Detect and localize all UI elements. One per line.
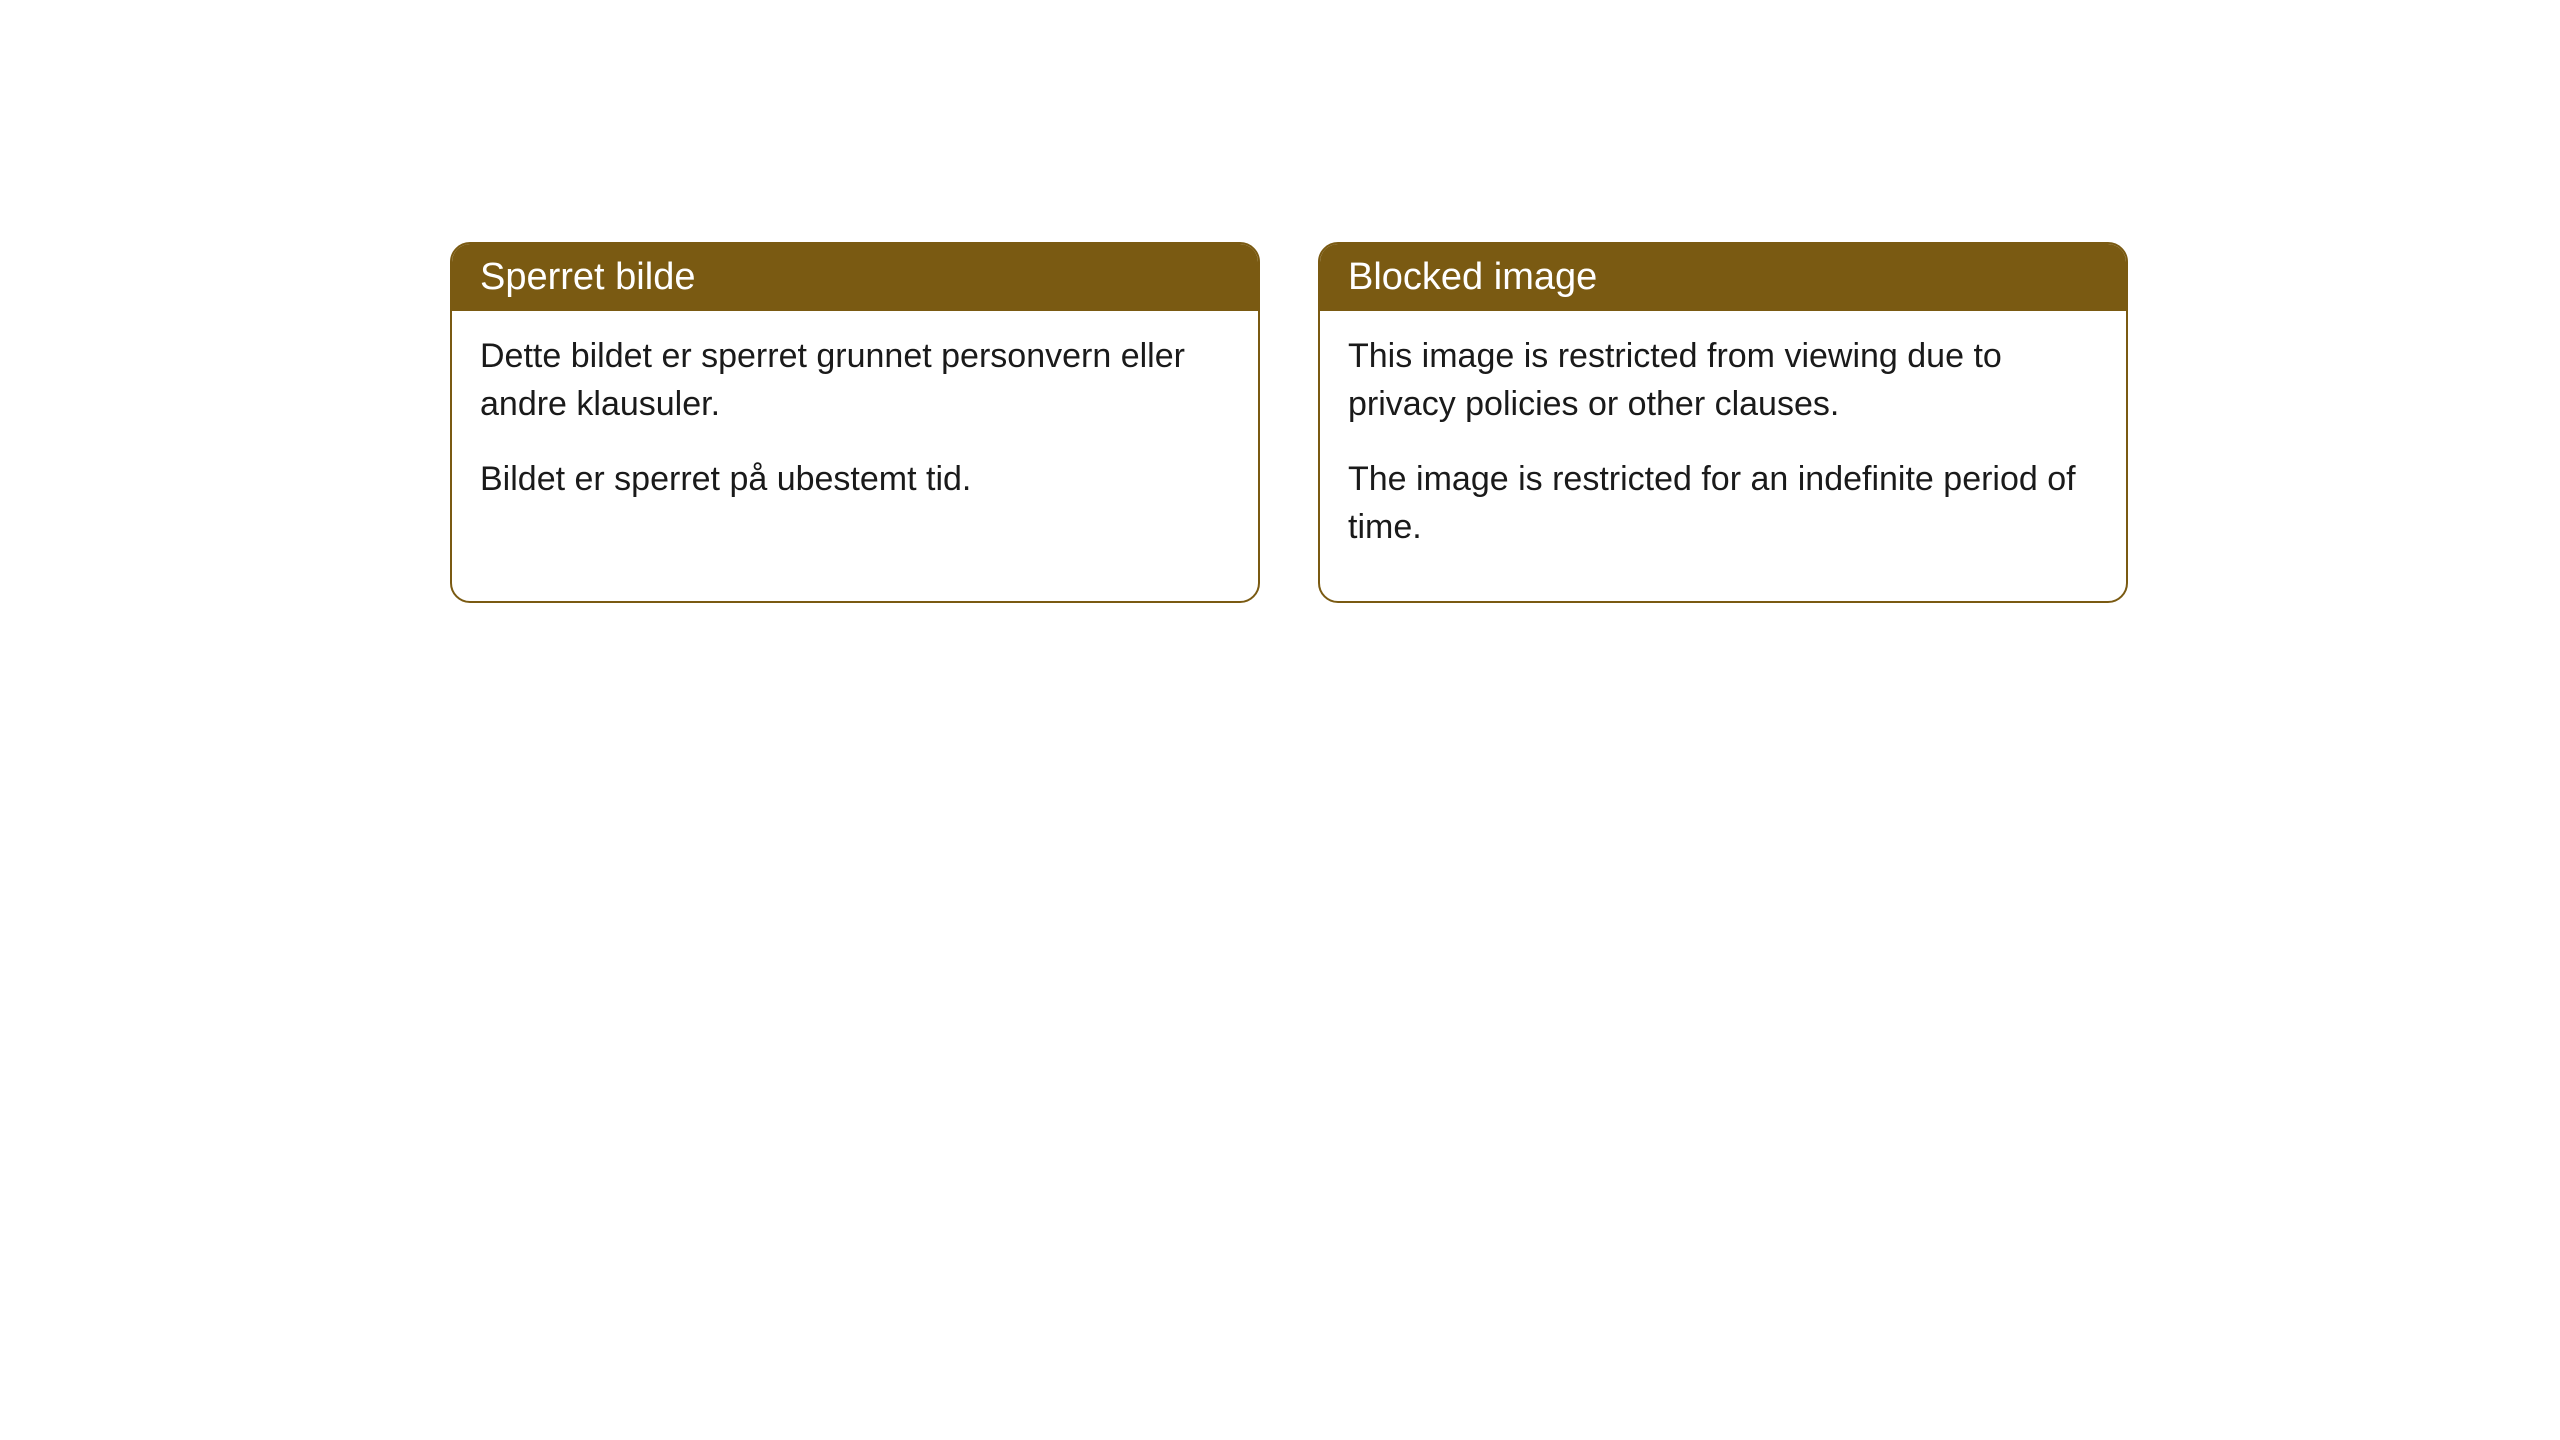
notice-cards-container: Sperret bilde Dette bildet er sperret gr… [450,242,2128,603]
card-paragraph: Dette bildet er sperret grunnet personve… [480,333,1230,428]
notice-card-english: Blocked image This image is restricted f… [1318,242,2128,603]
card-header: Sperret bilde [452,244,1258,311]
card-paragraph: Bildet er sperret på ubestemt tid. [480,456,1230,504]
card-paragraph: The image is restricted for an indefinit… [1348,456,2098,551]
card-header: Blocked image [1320,244,2126,311]
card-title: Sperret bilde [480,256,695,298]
card-paragraph: This image is restricted from viewing du… [1348,333,2098,428]
card-body: This image is restricted from viewing du… [1320,311,2126,601]
card-title: Blocked image [1348,256,1597,298]
notice-card-norwegian: Sperret bilde Dette bildet er sperret gr… [450,242,1260,603]
card-body: Dette bildet er sperret grunnet personve… [452,311,1258,554]
